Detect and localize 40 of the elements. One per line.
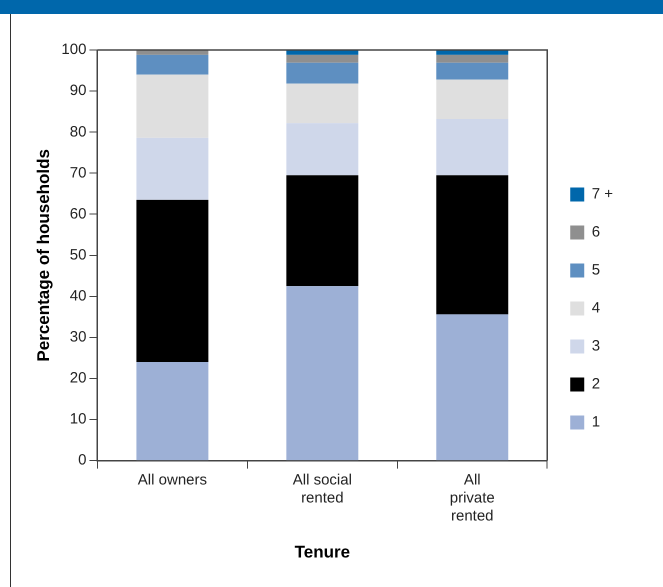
bar [436, 175, 508, 314]
bar [436, 118, 508, 176]
bar [436, 314, 508, 460]
legend-label: 7 + [592, 186, 614, 203]
y-tick-label: 20 [70, 370, 86, 387]
bar [136, 74, 208, 138]
bar [286, 175, 358, 286]
legend-label: 1 [592, 414, 600, 431]
legend-label: 2 [592, 376, 600, 393]
x-tick-label: All owners [138, 472, 207, 489]
bar [436, 62, 508, 80]
y-tick-label: 30 [70, 328, 86, 346]
bar [136, 362, 208, 460]
y-axis-title: Percentage of households [34, 149, 53, 362]
y-tick-label: 50 [70, 246, 86, 264]
x-axis-title: Tenure [294, 542, 350, 562]
y-tick-label: 60 [70, 205, 86, 222]
y-tick-label: 40 [70, 288, 86, 304]
y-tick-label: 90 [70, 82, 86, 100]
bar [436, 54, 508, 63]
bar [286, 54, 358, 63]
bar [136, 200, 208, 362]
bar [286, 62, 358, 84]
legend-label: 4 [592, 300, 600, 317]
bar [136, 138, 208, 200]
y-tick-label: 70 [70, 164, 86, 182]
legend-label: 5 [592, 262, 600, 279]
x-tick-label: All social rented [292, 472, 352, 507]
bar [136, 54, 208, 75]
legend-label: 3 [592, 338, 600, 355]
x-tick-label: All private rented [450, 472, 495, 525]
bar [286, 84, 358, 124]
y-tick-label: 100 [61, 41, 86, 58]
y-tick-label: 0 [78, 452, 86, 469]
bar [436, 80, 508, 119]
y-tick-label: 10 [70, 410, 86, 428]
bar [286, 286, 358, 460]
y-tick-label: 80 [70, 123, 86, 140]
legend-label: 6 [592, 224, 600, 241]
bar [286, 123, 358, 176]
